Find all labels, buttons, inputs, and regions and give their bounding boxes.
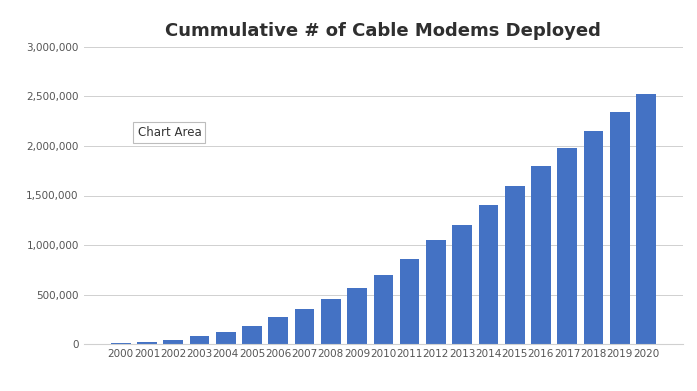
Text: Chart Area: Chart Area <box>137 126 201 139</box>
Bar <box>583 131 604 344</box>
Bar <box>636 95 656 344</box>
Bar <box>242 326 262 344</box>
Bar <box>531 166 551 344</box>
Bar <box>374 275 393 344</box>
Title: Cummulative # of Cable Modems Deployed: Cummulative # of Cable Modems Deployed <box>165 22 602 40</box>
Bar <box>163 340 183 344</box>
Bar <box>479 205 498 344</box>
Bar <box>505 186 525 344</box>
Bar <box>426 240 445 344</box>
Bar <box>268 317 288 344</box>
Bar <box>216 332 236 344</box>
Bar <box>190 336 209 344</box>
Bar <box>400 259 420 344</box>
Bar <box>610 112 629 344</box>
Bar <box>558 148 577 344</box>
Bar <box>137 342 157 344</box>
Bar <box>347 288 367 344</box>
Bar <box>111 343 130 344</box>
Bar <box>452 225 472 344</box>
Bar <box>295 309 314 344</box>
Bar <box>321 298 341 344</box>
